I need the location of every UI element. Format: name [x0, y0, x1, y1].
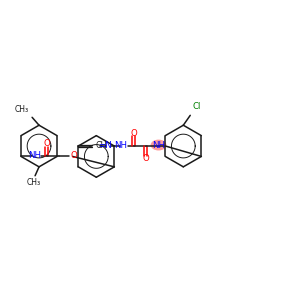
Text: O: O: [70, 151, 77, 160]
Text: CH₃: CH₃: [15, 105, 29, 114]
Text: NH: NH: [114, 140, 128, 149]
Ellipse shape: [151, 140, 166, 151]
Text: =N: =N: [98, 140, 112, 149]
Text: CH₃: CH₃: [27, 178, 41, 187]
Text: O: O: [44, 139, 50, 148]
Text: NH: NH: [28, 151, 41, 160]
Text: O: O: [142, 154, 149, 164]
Text: O: O: [130, 129, 137, 138]
Text: CH: CH: [95, 140, 106, 149]
Text: NH: NH: [152, 140, 165, 149]
Text: Cl: Cl: [192, 102, 201, 111]
